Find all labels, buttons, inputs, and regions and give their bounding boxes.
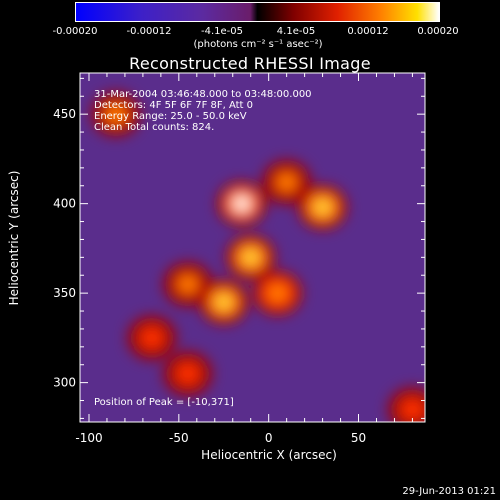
x-tick-label: -100 — [75, 431, 102, 445]
bright-source — [314, 200, 331, 215]
annotation-energy: Energy Range: 25.0 - 50.0 keV — [94, 111, 247, 122]
plot-frame — [79, 72, 426, 423]
bright-source — [180, 366, 196, 381]
bright-source — [243, 250, 259, 265]
x-tick-label: 50 — [351, 431, 366, 445]
y-tick-label: 300 — [53, 376, 76, 390]
bright-source — [180, 277, 196, 292]
annotation-time: 31-Mar-2004 03:46:48.000 to 03:48:00.000 — [94, 89, 312, 100]
annotation-detectors: Detectors: 4F 5F 6F 7F 8F, Att 0 — [94, 100, 254, 111]
bright-source — [269, 286, 286, 301]
annotation-peak: Position of Peak = [-10,371] — [94, 397, 234, 408]
bright-source — [278, 175, 295, 190]
bright-source — [404, 402, 421, 417]
bright-source — [234, 196, 250, 211]
y-tick-label: 450 — [53, 107, 76, 121]
y-tick-label: 400 — [53, 197, 76, 211]
x-tick-label: 0 — [265, 431, 273, 445]
y-axis-label: Heliocentric Y (arcsec) — [7, 170, 21, 306]
colorbar-tick: -0.00020 — [52, 26, 98, 37]
bright-source — [216, 295, 232, 310]
bright-source — [108, 107, 124, 122]
x-tick-label: -50 — [169, 431, 189, 445]
x-axis-label: Heliocentric X (arcsec) — [201, 448, 337, 462]
colorbar-tick: -4.1e-05 — [201, 26, 243, 37]
datestamp: 29-Jun-2013 01:21 — [402, 486, 496, 497]
colorbar-tick: 0.00020 — [417, 26, 459, 37]
colorbar-tick: 4.1e-05 — [276, 26, 316, 37]
y-tick-label: 350 — [53, 286, 76, 300]
colorbar — [75, 2, 440, 22]
colorbar-tick: 0.00012 — [347, 26, 389, 37]
colorbar-units: (photons cm⁻² s⁻¹ asec⁻²) — [193, 39, 323, 50]
bright-source — [144, 330, 160, 345]
colorbar-tick: -0.00012 — [126, 26, 172, 37]
chart-title: Reconstructed RHESSI Image — [129, 54, 371, 73]
annotation-clean: Clean Total counts: 824. — [94, 122, 215, 133]
